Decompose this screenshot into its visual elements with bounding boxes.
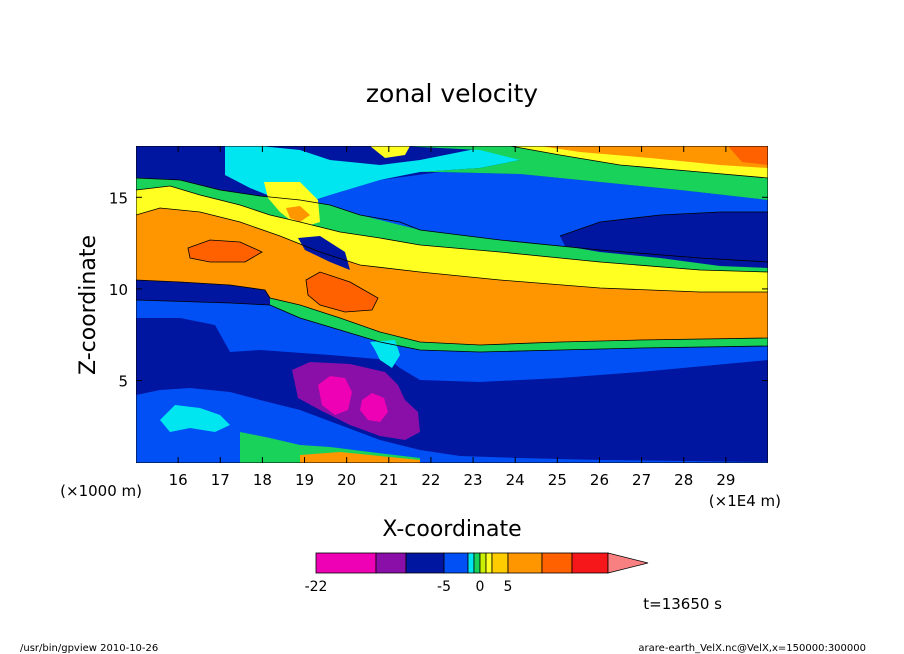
contour-band-surface-orange xyxy=(300,452,420,463)
contour-band-surface-mixed xyxy=(240,432,420,463)
x-axis: 16 17 18 19 20 21 22 23 24 25 26 27 28 29 xyxy=(169,146,735,489)
x-tick-label: 27 xyxy=(632,471,651,489)
chart-title: zonal velocity xyxy=(366,79,538,108)
contour-band-top-darkorange xyxy=(728,146,768,165)
x-unit-label: (×1E4 m) xyxy=(709,492,781,510)
contour-band-main-orange xyxy=(136,208,768,345)
x-tick-label: 23 xyxy=(464,471,483,489)
y-tick-label: 15 xyxy=(109,189,128,207)
colorbar-swatch xyxy=(473,552,481,574)
footer-left: /usr/bin/gpview 2010-10-26 xyxy=(20,643,158,654)
contour-band-mid-green xyxy=(270,298,768,352)
x-tick-label: 21 xyxy=(379,471,398,489)
colorbar-swatch xyxy=(443,552,469,574)
y-tick-label: 10 xyxy=(109,281,128,299)
contour-band-surface-cyan xyxy=(160,405,230,432)
contour-band-magenta-core-a xyxy=(318,376,352,415)
colorbar-tick-label: -22 xyxy=(305,579,328,595)
x-tick-label: 22 xyxy=(421,471,440,489)
x-tick-label: 20 xyxy=(337,471,356,489)
colorbar-swatch xyxy=(375,552,407,574)
x-tick-label: 28 xyxy=(674,471,693,489)
colorbar-swatch xyxy=(479,552,487,574)
contour-band-upper-orange-blob xyxy=(286,206,310,222)
x-axis-label: X-coordinate xyxy=(382,517,521,542)
plot-area xyxy=(136,146,768,463)
contour-band-mid-blue xyxy=(136,300,768,382)
colorbar-swatch xyxy=(485,552,493,574)
x-tick-label: 19 xyxy=(295,471,314,489)
x-tick-label: 26 xyxy=(590,471,609,489)
colorbar-tick-label: 5 xyxy=(504,579,513,595)
colorbar-swatch xyxy=(491,552,509,574)
x-tick-label: 24 xyxy=(506,471,525,489)
colorbar-swatch xyxy=(541,552,573,574)
colorbar-tick-label: -5 xyxy=(437,579,451,595)
x-tick-label: 16 xyxy=(169,471,188,489)
x-tick-label: 25 xyxy=(548,471,567,489)
x-tick-label: 18 xyxy=(253,471,272,489)
y-unit-label: (×1000 m) xyxy=(60,482,142,500)
contour-band-upper-darkblue xyxy=(560,212,768,268)
time-label: t=13650 s xyxy=(643,595,722,613)
footer-right: arare-earth_VelX.nc@VelX,x=150000:300000 xyxy=(638,643,866,654)
y-axis-label: Z-coordinate xyxy=(76,235,101,375)
colorbar-swatch xyxy=(315,552,377,574)
contour-band-top-orange xyxy=(540,146,768,168)
colorbar-extend-arrow xyxy=(607,552,649,574)
contour-band-orange-core-a xyxy=(188,240,262,262)
colorbar-swatch xyxy=(571,552,609,574)
colorbar-swatch xyxy=(405,552,445,574)
colorbar-tick-label: 0 xyxy=(476,579,485,595)
contour-lines xyxy=(136,146,768,353)
colorbar-swatch xyxy=(507,552,543,574)
x-tick-label: 29 xyxy=(716,471,735,489)
y-axis: 5 10 15 xyxy=(109,189,768,391)
contour-band-magenta-core-b xyxy=(360,393,388,422)
contour-band-upper-yellow xyxy=(136,186,768,292)
y-tick-label: 5 xyxy=(118,373,128,391)
contour-band-mid-cyan xyxy=(370,340,400,368)
contour-band-top-green xyxy=(400,146,768,200)
contour-band-orange-core-b xyxy=(306,272,378,312)
x-tick-label: 17 xyxy=(211,471,230,489)
colorbar-swatch xyxy=(467,552,475,574)
colorbar: -22 -5 0 5 xyxy=(305,552,649,595)
contour-band-top-yellow-blob xyxy=(370,146,410,158)
